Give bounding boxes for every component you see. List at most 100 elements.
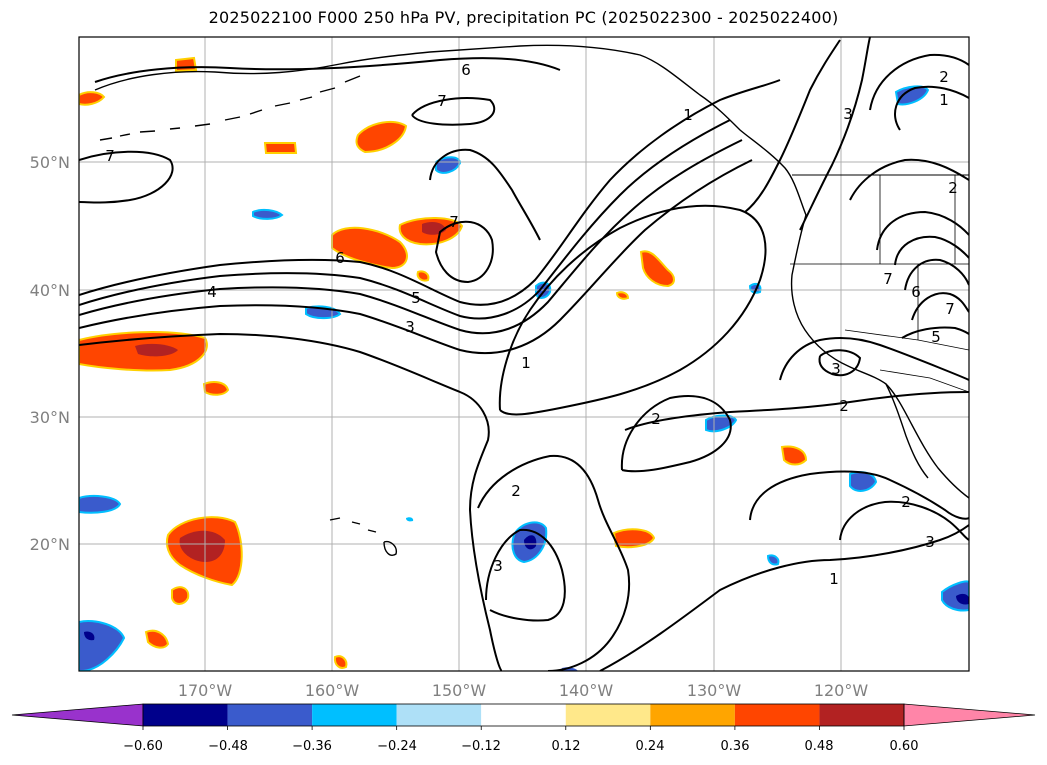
colorbar-segment (396, 704, 482, 726)
contour-label: 7 (105, 147, 115, 165)
lon-tick-label: 150°W (432, 681, 487, 700)
colorbar-segment (565, 704, 651, 726)
colorbar-segment (227, 704, 313, 726)
hawaii-islands (329, 517, 398, 556)
colorbar-tick-label: 0.48 (805, 739, 834, 754)
pv-contour (911, 292, 969, 321)
colorbar-tick-label: −0.48 (208, 739, 248, 754)
colorbar: −0.60 −0.48 −0.36 −0.24 −0.12 0.12 0.24 … (11, 703, 1036, 754)
pv-contour (620, 395, 732, 473)
pv-contour (79, 150, 174, 204)
contour-label: 7 (945, 300, 955, 318)
precip-blob (179, 530, 225, 562)
baja-peninsula (885, 383, 929, 479)
pv-contours (79, 37, 969, 671)
pv-contour (79, 332, 503, 671)
pv-contour (79, 139, 743, 335)
lat-tick-label: 40°N (30, 281, 70, 300)
pv-contour (876, 210, 969, 251)
lon-tick-label: 160°W (305, 681, 360, 700)
precip-blob (144, 629, 170, 649)
lon-tick-labels: 170°W 160°W 150°W 140°W 130°W 120°W (178, 681, 869, 700)
contour-label: 3 (405, 318, 415, 336)
us-west-coast (790, 214, 969, 499)
colorbar-segment (143, 704, 228, 726)
pv-contour (599, 524, 969, 671)
pv-contour (869, 53, 969, 111)
contour-label: 4 (207, 283, 217, 301)
contour-label: 5 (411, 289, 421, 307)
contour-label: 6 (911, 283, 921, 301)
colorbar-tick-label: 0.12 (552, 739, 581, 754)
pv-contour (498, 204, 767, 416)
colorbar-extension-high (903, 703, 1036, 727)
contour-labels: 7 6 7 7 6 5 4 3 1 2 2 3 2 1 3 2 1 3 2 1 … (105, 61, 958, 588)
colorbar-segments (11, 703, 1036, 730)
contour-label: 2 (948, 179, 958, 197)
colorbar-segment (819, 704, 904, 726)
contour-label: 1 (683, 106, 693, 124)
precip-blob (956, 593, 969, 605)
precip-blob (84, 631, 95, 641)
precip-blob (612, 528, 656, 549)
contour-label: 2 (939, 68, 949, 86)
contour-label: 3 (843, 105, 853, 123)
pv-contour (79, 79, 781, 306)
precip-blob (252, 208, 284, 220)
alaska-coast (94, 44, 807, 216)
lat-tick-label: 20°N (30, 535, 70, 554)
pv-contour (485, 528, 566, 622)
precip-blob (894, 85, 930, 106)
pv-contour (744, 39, 841, 213)
contour-label: 7 (883, 270, 893, 288)
pv-contour (849, 158, 969, 201)
pv-contour (94, 57, 561, 83)
pv-contour (818, 349, 862, 377)
pv-contour (749, 470, 969, 521)
precip-blob (615, 291, 630, 300)
pv-contour (901, 326, 969, 339)
precip-blob (135, 343, 178, 357)
colorbar-tick-label: −0.60 (123, 739, 163, 754)
contour-label: 3 (493, 557, 503, 575)
colorbar-tick-labels: −0.60 −0.48 −0.36 −0.24 −0.12 0.12 0.24 … (123, 739, 918, 754)
colorbar-tick-label: 0.24 (636, 739, 665, 754)
colorbar-tick-label: 0.36 (721, 739, 750, 754)
contour-label: 7 (449, 213, 459, 231)
contour-label: 3 (831, 360, 841, 378)
colorbar-segment (734, 704, 820, 726)
lon-tick-label: 130°W (687, 681, 742, 700)
precip-blob (355, 120, 408, 154)
pv-contour (839, 500, 969, 541)
contour-label: 2 (651, 410, 661, 428)
pv-contour (894, 235, 969, 266)
pv-contour (411, 97, 496, 126)
contour-label: 1 (829, 570, 839, 588)
map-frame (78, 36, 970, 672)
contour-label: 3 (925, 533, 935, 551)
lon-tick-label: 170°W (178, 681, 233, 700)
pv-contour (477, 454, 631, 671)
lat-tick-label: 50°N (30, 153, 70, 172)
pv-contour (624, 391, 969, 431)
contour-label: 2 (901, 493, 911, 511)
precip-blob (202, 381, 230, 396)
pv-contour (434, 220, 494, 284)
precip-blob (524, 535, 537, 550)
colorbar-segment (650, 704, 735, 726)
precip-blob (416, 270, 430, 282)
chart-title: 2025022100 F000 250 hPa PV, precipitatio… (208, 8, 839, 27)
pv-contour (79, 119, 731, 320)
colorbar-frame (142, 703, 905, 727)
contour-label: 1 (939, 91, 949, 109)
mexico-border (879, 369, 969, 393)
pv-contour (894, 85, 969, 131)
pv-contour (799, 37, 871, 231)
precip-blob (333, 655, 348, 669)
aleutian-islands (99, 75, 361, 141)
colorbar-segment (481, 704, 566, 726)
pv-contour (429, 148, 541, 241)
coastlines (94, 44, 969, 556)
precip-blob (780, 445, 808, 466)
